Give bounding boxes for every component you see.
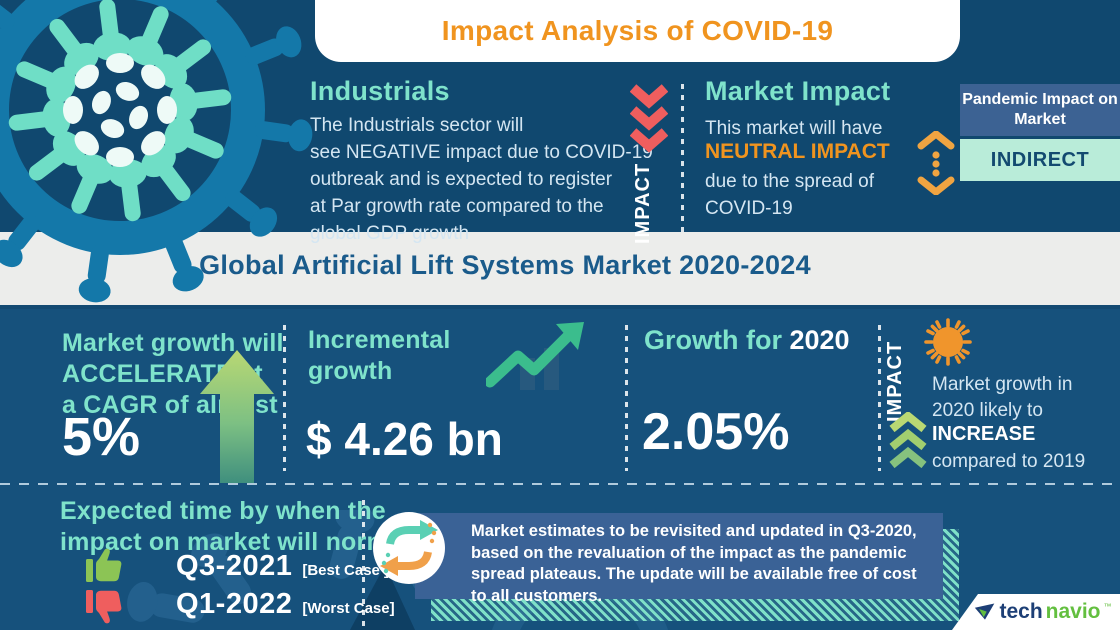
thumbs-up-icon bbox=[86, 548, 122, 582]
industrials-line: see NEGATIVE impact due to COVID-19 bbox=[310, 142, 653, 163]
indirect-value: INDIRECT bbox=[990, 148, 1090, 171]
industrials-line: global GDP growth bbox=[310, 223, 470, 244]
impact-vertical-label: IMPACT bbox=[632, 162, 654, 244]
growth2020-label-teal: Growth for bbox=[644, 325, 782, 355]
logo-text-navio: navio bbox=[1045, 600, 1101, 623]
pandemic-impact-box: Pandemic Impact on Market bbox=[960, 84, 1120, 136]
market-impact-heading: Market Impact bbox=[705, 76, 891, 106]
growth-up-arrow-icon bbox=[200, 350, 274, 483]
growth2020-label: Growth for 2020 bbox=[644, 325, 850, 356]
vertical-dotted-divider bbox=[362, 500, 365, 626]
update-note-box: Market estimates to be revisited and upd… bbox=[415, 513, 943, 605]
refresh-arrows-icon bbox=[373, 512, 445, 584]
virus-sun-icon bbox=[924, 318, 972, 366]
normalize-heading-line: Expected time by when the bbox=[60, 497, 386, 525]
technavio-logo-icon bbox=[975, 603, 995, 620]
vertical-dotted-divider bbox=[681, 84, 684, 236]
logo-text-tech: tech bbox=[999, 600, 1043, 623]
impact2020-line: 2020 likely to bbox=[932, 400, 1043, 421]
best-case-value: Q3-2021 bbox=[176, 550, 293, 582]
industrials-line: outbreak and is expected to register bbox=[310, 169, 613, 190]
technavio-logo-panel: tech navio ™ bbox=[952, 594, 1120, 630]
impact2020-line: compared to 2019 bbox=[932, 451, 1086, 472]
negative-impact-chevrons-icon bbox=[630, 84, 668, 153]
worst-case-value: Q1-2022 bbox=[176, 588, 293, 620]
cagr-value: 5% bbox=[62, 407, 141, 467]
industrials-line: at Par growth rate compared to the bbox=[310, 196, 604, 217]
horizontal-dashed-divider bbox=[0, 483, 1120, 485]
market-impact-line: due to the spread of bbox=[705, 171, 875, 192]
increase-chevrons-icon bbox=[889, 412, 927, 469]
market-impact-line: COVID-19 bbox=[705, 198, 793, 219]
best-case-row: Q3-2021 [Best Case ] bbox=[176, 550, 389, 583]
increase-highlight: INCREASE bbox=[932, 423, 1036, 445]
cagr-line: Market growth will bbox=[62, 329, 284, 357]
indirect-box: INDIRECT bbox=[960, 139, 1120, 181]
worst-case-label: [Worst Case] bbox=[302, 600, 395, 617]
industrials-heading: Industrials bbox=[310, 76, 450, 106]
coronavirus-illustration bbox=[0, 0, 313, 303]
growth2020-value: 2.05% bbox=[642, 403, 790, 461]
pandemic-impact-label: Pandemic Impact on Market bbox=[962, 91, 1118, 128]
neutral-indicator-icon bbox=[917, 131, 955, 195]
banner-title: Impact Analysis of COVID-19 bbox=[441, 15, 834, 46]
vertical-dotted-divider bbox=[878, 325, 881, 471]
incremental-line: Incremental bbox=[308, 326, 451, 354]
industrials-line: The Industrials sector will bbox=[310, 115, 524, 136]
top-banner: Impact Analysis of COVID-19 bbox=[315, 0, 960, 62]
incremental-line: growth bbox=[308, 357, 393, 385]
logo-trademark: ™ bbox=[1103, 601, 1112, 611]
update-note-text: Market estimates to be revisited and upd… bbox=[471, 522, 917, 605]
best-case-label: [Best Case ] bbox=[302, 562, 390, 579]
worst-case-row: Q1-2022 [Worst Case] bbox=[176, 588, 395, 621]
growth2020-label-year: 2020 bbox=[789, 325, 850, 355]
market-impact-line: This market will have bbox=[705, 118, 883, 139]
impact-vertical-label: IMPACT bbox=[884, 340, 906, 422]
impact2020-line: Market growth in bbox=[932, 374, 1073, 395]
thumbs-down-icon bbox=[86, 590, 122, 624]
neutral-impact-highlight: NEUTRAL IMPACT bbox=[705, 140, 890, 163]
strip-divider bbox=[0, 305, 1120, 309]
vertical-dotted-divider bbox=[283, 325, 286, 471]
incremental-value: $ 4.26 bn bbox=[306, 413, 503, 465]
vertical-dotted-divider bbox=[625, 325, 628, 471]
market-title: Global Artificial Lift Systems Market 20… bbox=[199, 250, 811, 280]
trend-up-zigzag-icon bbox=[486, 322, 584, 390]
